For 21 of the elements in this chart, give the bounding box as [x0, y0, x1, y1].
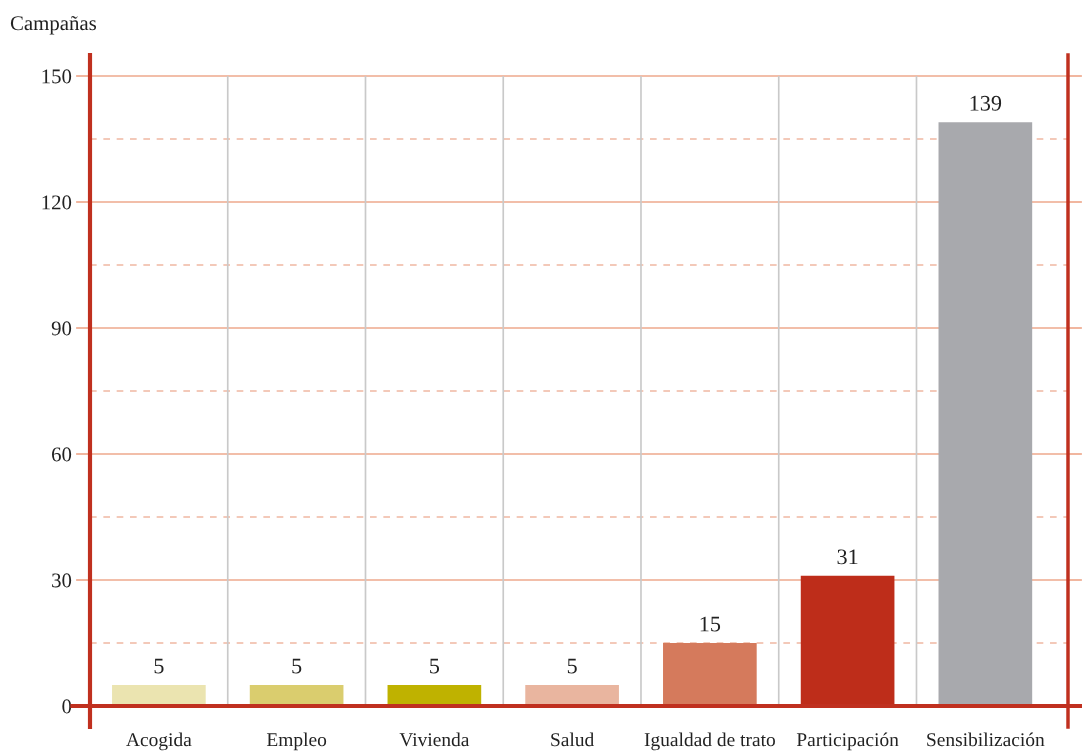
y-tick-label: 120: [42, 195, 72, 210]
data-label: 5: [430, 658, 440, 674]
x-tick-label: Sensibilización: [927, 732, 1045, 747]
y-tick-label: 150: [42, 69, 72, 84]
data-label: 5: [292, 658, 302, 674]
x-tick-label: Acogida: [126, 732, 192, 751]
y-axis-title: Campañas: [10, 15, 97, 35]
data-label: 15: [700, 616, 721, 632]
y-tick-label: 90: [51, 321, 72, 336]
x-tick-label: Salud: [551, 732, 595, 747]
x-tick-label: Vivienda: [399, 732, 470, 747]
y-tick-label: 0: [62, 699, 72, 714]
y-tick-label: 30: [52, 573, 72, 588]
data-label: 5: [154, 658, 164, 674]
data-label: 5: [567, 658, 577, 674]
x-tick-label: Participación: [796, 732, 899, 751]
data-label: 139: [970, 95, 1002, 111]
data-label: 31: [837, 549, 858, 565]
x-tick-label: Igualdad de trato: [644, 732, 775, 751]
x-tick-label: Empleo: [266, 732, 327, 751]
y-tick-label: 60: [52, 447, 72, 462]
